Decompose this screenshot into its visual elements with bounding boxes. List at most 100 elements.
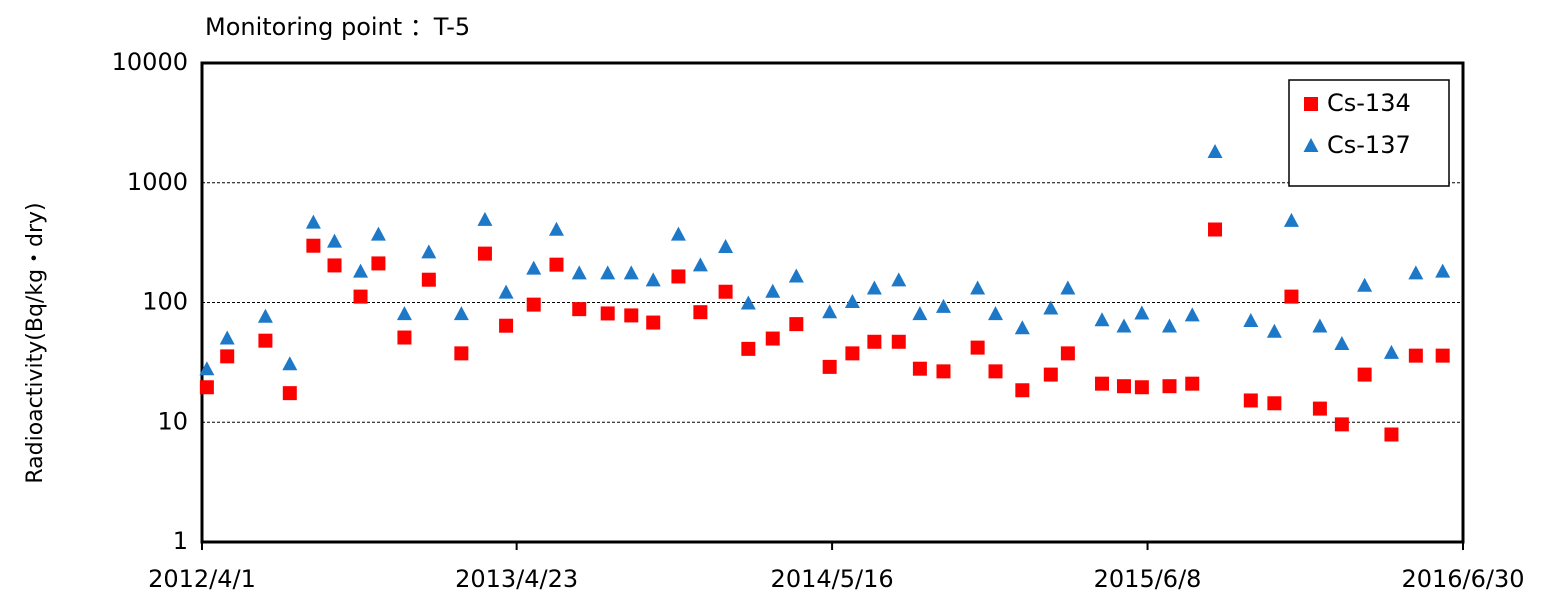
marker-triangle — [1243, 313, 1259, 328]
x-tick-label: 2014/5/16 — [771, 565, 894, 593]
marker-triangle — [548, 221, 564, 236]
marker-square — [1267, 396, 1282, 411]
chart-title: Monitoring point ：T-5 — [205, 13, 470, 41]
marker-square — [600, 306, 615, 321]
marker-square — [327, 258, 342, 273]
marker-square — [526, 297, 541, 312]
marker-square — [454, 346, 469, 361]
marker-square — [891, 334, 906, 349]
marker-square — [671, 269, 686, 284]
marker-square — [1304, 97, 1318, 111]
marker-triangle — [1161, 318, 1177, 333]
marker-square — [199, 380, 214, 395]
marker-square — [397, 330, 412, 345]
marker-triangle — [1014, 320, 1030, 335]
y-tick-label: 10 — [157, 407, 188, 435]
marker-square — [1357, 367, 1372, 382]
marker-triangle — [453, 306, 469, 321]
marker-triangle — [421, 244, 437, 259]
marker-square — [693, 305, 708, 320]
marker-triangle — [670, 226, 686, 241]
marker-square — [822, 359, 837, 374]
plot-frame — [200, 61, 1465, 544]
marker-square — [867, 334, 882, 349]
y-tick-label: 100 — [142, 288, 188, 316]
marker-triangle — [477, 211, 493, 226]
marker-square — [1043, 367, 1058, 382]
marker-square — [1134, 380, 1149, 395]
marker-square — [477, 246, 492, 261]
marker-square — [624, 308, 639, 323]
marker-square — [306, 238, 321, 253]
marker-square — [499, 318, 514, 333]
marker-square — [371, 256, 386, 271]
marker-triangle — [1357, 277, 1373, 292]
marker-triangle — [1408, 265, 1424, 280]
marker-triangle — [692, 257, 708, 272]
marker-triangle — [866, 280, 882, 295]
marker-square — [845, 346, 860, 361]
marker-triangle — [935, 298, 951, 313]
marker-square — [353, 289, 368, 304]
x-tick-label: 2012/4/1 — [148, 565, 256, 593]
marker-square — [988, 364, 1003, 379]
marker-square — [1015, 383, 1030, 398]
marker-square — [1408, 348, 1423, 363]
marker-triangle — [257, 308, 273, 323]
marker-triangle — [1207, 144, 1223, 159]
y-tick-label: 1000 — [127, 168, 188, 196]
marker-square — [741, 341, 756, 356]
marker-triangle — [912, 306, 928, 321]
marker-triangle — [571, 265, 587, 280]
marker-triangle — [327, 233, 343, 248]
marker-triangle — [1266, 323, 1282, 338]
marker-square — [1243, 393, 1258, 408]
marker-square — [936, 364, 951, 379]
marker-square — [1312, 401, 1327, 416]
marker-triangle — [199, 361, 215, 376]
marker-square — [258, 333, 273, 348]
marker-triangle — [219, 330, 235, 345]
legend-label: Cs-137 — [1327, 131, 1411, 159]
marker-triangle — [1312, 318, 1328, 333]
marker-triangle — [1134, 305, 1150, 320]
marker-triangle — [600, 265, 616, 280]
marker-square — [572, 302, 587, 317]
marker-triangle — [526, 260, 542, 275]
marker-triangle — [282, 356, 298, 371]
marker-square — [1208, 222, 1223, 237]
marker-triangle — [305, 214, 321, 229]
marker-triangle — [970, 280, 986, 295]
marker-square — [220, 349, 235, 364]
marker-square — [765, 331, 780, 346]
marker-triangle — [1283, 212, 1299, 227]
marker-triangle — [1060, 280, 1076, 295]
marker-square — [646, 315, 661, 330]
marker-square — [421, 272, 436, 287]
x-tick-label: 2015/6/8 — [1094, 565, 1202, 593]
marker-square — [549, 257, 564, 272]
marker-triangle — [370, 226, 386, 241]
marker-triangle — [1435, 263, 1451, 278]
marker-triangle — [623, 265, 639, 280]
marker-triangle — [788, 268, 804, 283]
marker-square — [1284, 289, 1299, 304]
marker-triangle — [498, 284, 514, 299]
y-tick-label: 10000 — [112, 48, 188, 76]
marker-triangle — [740, 295, 756, 310]
marker-triangle — [1303, 138, 1319, 152]
marker-triangle — [718, 238, 734, 253]
marker-triangle — [645, 272, 661, 287]
marker-square — [1060, 346, 1075, 361]
legend-label: Cs-134 — [1327, 89, 1411, 117]
marker-square — [970, 340, 985, 355]
marker-triangle — [765, 283, 781, 298]
marker-square — [1435, 348, 1450, 363]
marker-square — [912, 361, 927, 376]
marker-triangle — [988, 306, 1004, 321]
marker-triangle — [1094, 312, 1110, 327]
marker-triangle — [844, 293, 860, 308]
marker-square — [789, 317, 804, 332]
marker-triangle — [1043, 300, 1059, 315]
